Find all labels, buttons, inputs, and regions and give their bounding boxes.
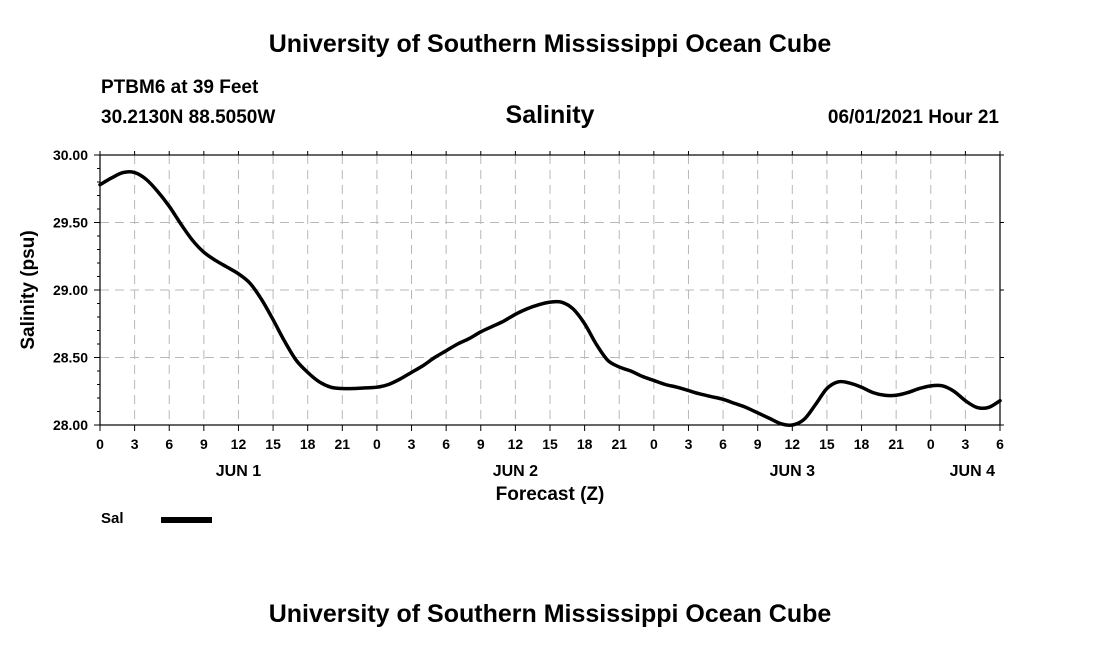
x-tick-label: 12 (785, 436, 801, 452)
chart-subtitle: Salinity (505, 101, 595, 129)
x-tick-label: 9 (200, 436, 208, 452)
x-tick-label: 0 (927, 436, 935, 452)
y-tick-label: 29.50 (53, 215, 88, 231)
x-tick-label: 15 (265, 436, 281, 452)
y-tick-label: 28.00 (53, 417, 88, 433)
station-label: PTBM6 at 39 Feet (101, 77, 259, 98)
day-label: JUN 4 (950, 463, 995, 480)
x-tick-label: 15 (819, 436, 835, 452)
y-tick-label: 30.00 (53, 147, 88, 163)
x-tick-label: 9 (477, 436, 485, 452)
x-tick-label: 21 (611, 436, 627, 452)
x-tick-label: 6 (442, 436, 450, 452)
legend-swatch (161, 517, 212, 523)
x-tick-label: 3 (408, 436, 416, 452)
datetime-label: 06/01/2021 Hour 21 (827, 107, 999, 128)
x-tick-label: 0 (373, 436, 381, 452)
x-tick-label: 6 (165, 436, 173, 452)
x-tick-label: 9 (754, 436, 762, 452)
legend-label: Sal (101, 510, 124, 527)
x-tick-label: 12 (508, 436, 524, 452)
day-label: JUN 3 (770, 463, 815, 480)
x-tick-label: 3 (685, 436, 693, 452)
chart-title: University of Southern Mississippi Ocean… (268, 30, 832, 58)
x-tick-label: 18 (577, 436, 593, 452)
x-tick-label: 0 (650, 436, 658, 452)
y-tick-label: 28.50 (53, 350, 88, 366)
x-tick-label: 18 (854, 436, 870, 452)
y-axis-label: Salinity (psu) (18, 230, 39, 349)
day-label: JUN 1 (216, 463, 261, 480)
x-axis-label: Forecast (Z) (496, 484, 605, 505)
x-tick-label: 6 (719, 436, 727, 452)
day-label: JUN 2 (493, 463, 538, 480)
plot-frame (99, 154, 1001, 426)
x-tick-label: 12 (231, 436, 247, 452)
x-tick-label: 3 (961, 436, 969, 452)
coordinates-label: 30.2130N 88.5050W (101, 107, 276, 128)
x-tick-label: 18 (300, 436, 316, 452)
x-tick-label: 0 (96, 436, 104, 452)
y-tick-label: 29.00 (53, 282, 88, 298)
x-tick-label: 15 (542, 436, 558, 452)
footer-title: University of Southern Mississippi Ocean… (268, 600, 832, 628)
x-tick-label: 21 (888, 436, 904, 452)
series-line-sal (98, 170, 1002, 427)
x-tick-label: 21 (335, 436, 351, 452)
x-tick-label: 3 (131, 436, 139, 452)
x-tick-label: 6 (996, 436, 1004, 452)
